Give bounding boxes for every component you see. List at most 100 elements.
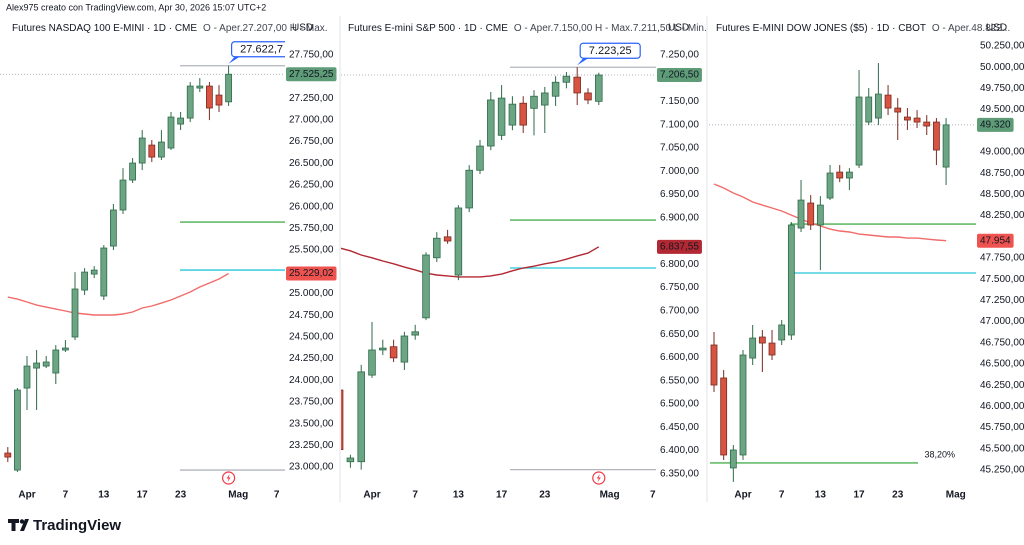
candle-body <box>186 85 194 119</box>
chart-title: Futures E-MINI DOW JONES ($5) · 1D · CBO… <box>716 23 1010 34</box>
candle-body <box>519 102 527 126</box>
y-tick-label: 6.450,00 <box>660 422 699 433</box>
candle-body <box>346 457 355 463</box>
price-label: 49.320 <box>980 119 1011 130</box>
y-tick-label: 6.700,00 <box>660 306 699 317</box>
y-tick-label: 48.250,00 <box>980 210 1024 221</box>
candle-body <box>541 92 549 106</box>
plot: 27.622,7 <box>0 41 285 473</box>
candle-body <box>836 171 844 179</box>
y-tick-label: 24.500,00 <box>289 331 334 342</box>
x-tick-label: 7 <box>274 490 280 501</box>
candle-body <box>368 349 376 376</box>
x-tick-label: Apr <box>363 490 380 501</box>
candle-body <box>81 271 88 291</box>
candle-body <box>874 93 882 119</box>
y-tick-label: 6.600,00 <box>660 352 699 363</box>
candle-body <box>778 324 786 341</box>
candle-body <box>913 117 921 123</box>
y-tick-label: 49.000,00 <box>980 147 1024 158</box>
chart-title: Futures E-mini S&P 500 · 1D · CME O - Ape… <box>348 23 707 34</box>
candle-body <box>4 452 12 458</box>
candle-body <box>119 179 127 211</box>
x-tick-label: Mag <box>946 490 966 501</box>
moving-average <box>341 246 600 278</box>
y-tick-label: 7.100,00 <box>660 119 699 130</box>
y-tick-label: 7.050,00 <box>660 143 699 154</box>
candle-body <box>110 209 117 247</box>
candle-body <box>807 202 815 226</box>
candle-body <box>422 254 430 319</box>
candle-body <box>826 172 834 199</box>
plot: 7.223,25 <box>341 42 656 471</box>
candle-body <box>923 121 931 127</box>
y-tick-label: 25.000,00 <box>289 288 334 299</box>
y-tick-label: 7.150,00 <box>660 96 699 107</box>
callout-box <box>579 42 641 59</box>
price-label: 6.837,55 <box>660 241 699 252</box>
event-bolt <box>226 474 231 482</box>
ohlc-text: O - Aper.48.822... <box>932 23 1010 34</box>
brand-logo: TradingView <box>8 517 121 534</box>
candle-body <box>497 97 506 136</box>
candle-body <box>400 335 409 363</box>
candle-body <box>865 96 873 123</box>
x-tick-label: 7 <box>412 490 418 501</box>
y-tick-label: 46.000,00 <box>980 401 1024 412</box>
candle-body <box>158 141 165 158</box>
y-tick-label: 7.250,00 <box>660 49 699 60</box>
candle-body <box>904 116 911 121</box>
y-tick-label: 23.250,00 <box>289 440 334 451</box>
moving-average <box>7 272 229 316</box>
candle-body <box>62 347 69 351</box>
candle-body <box>562 75 571 83</box>
candle-body <box>52 349 60 374</box>
y-tick-label: 6.400,00 <box>660 445 699 456</box>
y-tick-label: 48.500,00 <box>980 189 1024 200</box>
y-tick-label: 45.500,00 <box>980 443 1024 454</box>
y-tick-label: 25.500,00 <box>289 245 334 256</box>
x-tick-label: 17 <box>853 490 865 501</box>
price-label-box <box>286 266 337 281</box>
x-tick-label: 17 <box>496 490 508 501</box>
candle-body <box>33 362 40 369</box>
candle-body <box>42 361 50 367</box>
x-tick-label: Mag <box>600 490 620 501</box>
y-tick-label: 49.500,00 <box>980 104 1024 115</box>
candle-body <box>138 137 146 164</box>
candle-body <box>584 92 592 101</box>
y-tick-label: 26.250,00 <box>289 180 334 191</box>
level-label: 38,20% <box>924 449 955 459</box>
moving-average <box>713 183 947 242</box>
candle-body <box>443 236 452 242</box>
title-text: Futures NASDAQ 100 E-MINI · 1D · CME <box>12 23 197 34</box>
y-tick-label: 49.750,00 <box>980 83 1024 94</box>
price-label: 47.954 <box>980 235 1011 246</box>
x-tick-label: Mag <box>228 490 248 501</box>
y-tick-label: 47.750,00 <box>980 253 1024 264</box>
y-tick-label: 46.750,00 <box>980 337 1024 348</box>
price-label-box <box>286 67 337 82</box>
candle-body <box>508 103 517 126</box>
x-tick-label: 7 <box>650 490 656 501</box>
x-tick-label: 23 <box>892 490 904 501</box>
y-tick-label: 27.000,00 <box>289 114 334 125</box>
candle-body <box>23 365 31 389</box>
callout-box <box>231 41 285 58</box>
candle-body <box>225 73 232 103</box>
title-text: Futures E-MINI DOW JONES ($5) · 1D · CBO… <box>716 23 926 34</box>
candle-body <box>787 224 795 336</box>
event-bolt <box>596 474 601 482</box>
currency: USD <box>292 23 313 34</box>
header: Alex975 creato con TradingView.com, Apr … <box>6 2 266 12</box>
y-tick-label: 45.750,00 <box>980 422 1024 433</box>
y-tick-label: 26.750,00 <box>289 136 334 147</box>
candle-body <box>476 145 484 171</box>
candle-body <box>14 389 21 471</box>
y-tick-label: 26.500,00 <box>289 158 334 169</box>
candle-body <box>411 331 419 336</box>
candle-body <box>465 169 473 209</box>
candle-body <box>379 347 387 351</box>
callout-pointer <box>577 58 589 66</box>
